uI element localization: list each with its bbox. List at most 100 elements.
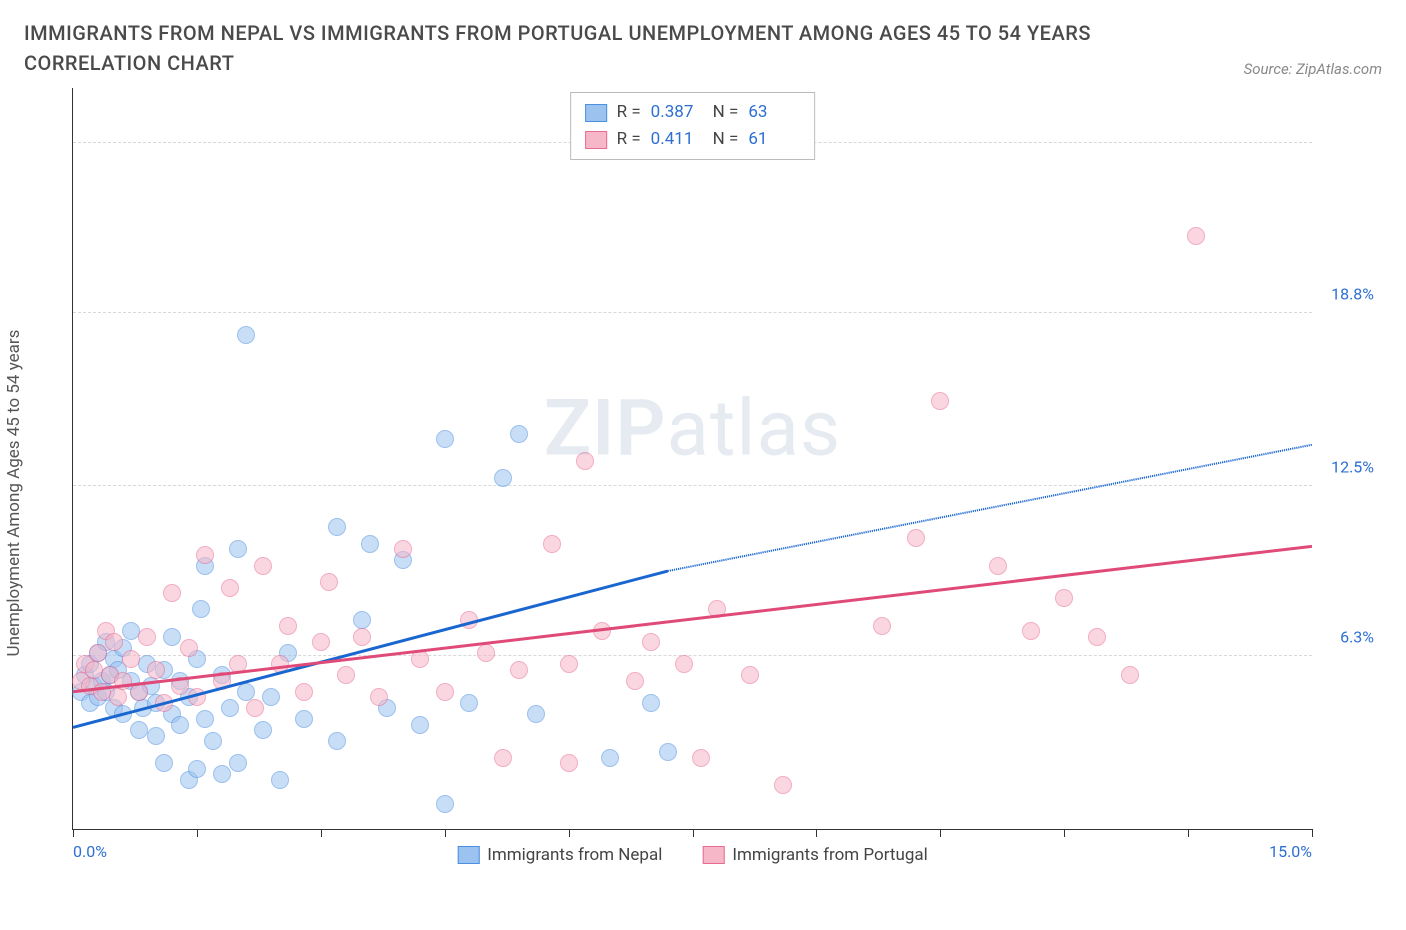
data-point [246, 699, 264, 717]
data-point [1121, 666, 1139, 684]
data-point [155, 694, 173, 712]
data-point [254, 721, 272, 739]
data-point [1088, 628, 1106, 646]
data-point [271, 655, 289, 673]
plot-area: ZIPatlas R = 0.387 N = 63 R = 0.411 N = … [72, 88, 1312, 830]
data-point [460, 694, 478, 712]
data-point [626, 672, 644, 690]
x-tick [1188, 829, 1189, 837]
x-tick [321, 829, 322, 837]
data-point [601, 749, 619, 767]
data-point [237, 326, 255, 344]
data-point [138, 628, 156, 646]
data-point [411, 716, 429, 734]
data-point [560, 655, 578, 673]
data-point [180, 639, 198, 657]
x-tick [73, 829, 74, 837]
grid-line [73, 485, 1312, 486]
data-point [659, 743, 677, 761]
data-point [312, 633, 330, 651]
data-point [163, 628, 181, 646]
data-point [774, 776, 792, 794]
grid-line [73, 312, 1312, 313]
data-point [114, 705, 132, 723]
r-value-portugal: 0.411 [651, 126, 703, 153]
data-point [213, 672, 231, 690]
x-tick [1312, 829, 1313, 837]
data-point [279, 617, 297, 635]
data-point [593, 622, 611, 640]
data-point [328, 518, 346, 536]
data-point [361, 535, 379, 553]
grid-line [73, 655, 1312, 656]
swatch-nepal [585, 104, 607, 122]
data-point [436, 683, 454, 701]
legend-item-nepal: Immigrants from Nepal [457, 845, 662, 865]
data-point [213, 765, 231, 783]
x-tick [693, 829, 694, 837]
chart-title: IMMIGRANTS FROM NEPAL VS IMMIGRANTS FROM… [24, 18, 1124, 78]
data-point [576, 452, 594, 470]
data-point [1187, 227, 1205, 245]
stats-row-nepal: R = 0.387 N = 63 [585, 99, 801, 126]
data-point [741, 666, 759, 684]
data-point [196, 546, 214, 564]
data-point [221, 579, 239, 597]
data-point [105, 633, 123, 651]
data-point [295, 683, 313, 701]
data-point [543, 535, 561, 553]
data-point [931, 392, 949, 410]
stats-legend: R = 0.387 N = 63 R = 0.411 N = 61 [570, 92, 816, 160]
data-point [989, 557, 1007, 575]
data-point [337, 666, 355, 684]
data-point [147, 661, 165, 679]
data-point [188, 760, 206, 778]
data-point [196, 710, 214, 728]
data-point [708, 600, 726, 618]
n-label: N = [713, 126, 739, 153]
data-point [122, 622, 140, 640]
data-point [394, 540, 412, 558]
data-point [130, 683, 148, 701]
data-point [692, 749, 710, 767]
data-point [262, 688, 280, 706]
x-tick [940, 829, 941, 837]
data-point [1055, 589, 1073, 607]
data-point [171, 677, 189, 695]
stats-row-portugal: R = 0.411 N = 61 [585, 126, 801, 153]
data-point [130, 721, 148, 739]
data-point [229, 754, 247, 772]
x-tick-label: 0.0% [73, 842, 107, 861]
data-point [122, 650, 140, 668]
data-point [642, 694, 660, 712]
n-value-portugal: 61 [748, 126, 800, 153]
data-point [477, 644, 495, 662]
data-point [204, 732, 222, 750]
x-tick [1064, 829, 1065, 837]
data-point [295, 710, 313, 728]
data-point [873, 617, 891, 635]
r-label: R = [617, 99, 641, 126]
y-tick-label: 12.5% [1331, 457, 1374, 476]
data-point [494, 469, 512, 487]
data-point [510, 425, 528, 443]
data-point [560, 754, 578, 772]
data-point [114, 672, 132, 690]
data-point [188, 688, 206, 706]
series-name-portugal: Immigrants from Portugal [732, 845, 927, 865]
data-point [229, 655, 247, 673]
swatch-nepal-bottom [457, 846, 479, 864]
data-point [221, 699, 239, 717]
swatch-portugal [585, 131, 607, 149]
data-point [328, 732, 346, 750]
x-tick [569, 829, 570, 837]
data-point [353, 611, 371, 629]
data-point [494, 749, 512, 767]
trend-lines [73, 88, 1312, 829]
data-point [155, 754, 173, 772]
source-attribution: Source: ZipAtlas.com [1244, 60, 1382, 78]
data-point [510, 661, 528, 679]
data-point [353, 628, 371, 646]
data-point [642, 633, 660, 651]
data-point [460, 611, 478, 629]
